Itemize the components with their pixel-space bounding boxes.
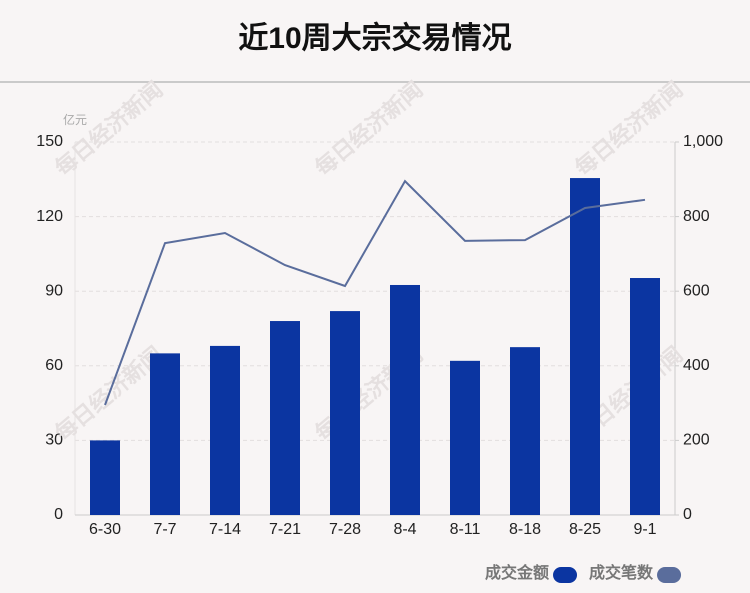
y2-tick-label: 200 [683,432,710,449]
bar [330,311,360,515]
legend-swatch [657,567,682,583]
y2-tick-label: 400 [683,357,710,374]
y-tick-label: 90 [45,282,63,299]
x-tick-label: 9-1 [633,521,656,538]
y-tick-label: 60 [45,357,63,374]
legend-swatch [553,567,578,583]
y-tick-label: 0 [54,506,63,523]
y-tick-label: 30 [45,432,63,449]
y2-tick-label: 1,000 [683,133,723,150]
y2-tick-label: 0 [683,506,692,523]
x-tick-label: 8-11 [450,521,481,538]
bar [630,278,660,515]
y2-tick-label: 600 [683,282,710,299]
x-tick-label: 8-18 [509,521,541,538]
bar [210,345,240,515]
chart-title: 近10周大宗交易情况 [238,21,511,55]
line [104,179,646,406]
x-tick-label: 7-21 [269,521,301,538]
legend-label: 成交金额 [485,563,549,582]
legend-label: 成交笔数 [589,563,654,582]
bar [270,321,300,515]
y-unit: 亿元 [63,112,87,127]
bar [90,440,120,515]
bar [390,284,420,515]
bar [450,360,480,515]
x-tick-label: 7-7 [153,521,176,538]
y2-tick-label: 800 [683,208,710,225]
bar [150,353,180,515]
x-tick-label: 7-14 [209,521,241,538]
y-tick-label: 120 [36,208,63,225]
x-tick-label: 7-28 [329,521,361,538]
x-tick-label: 8-4 [393,521,416,538]
bar [570,178,600,515]
x-tick-label: 6-30 [89,521,121,538]
y-tick-label: 150 [36,133,63,150]
x-tick-label: 8-25 [569,521,601,538]
bar [510,347,540,515]
